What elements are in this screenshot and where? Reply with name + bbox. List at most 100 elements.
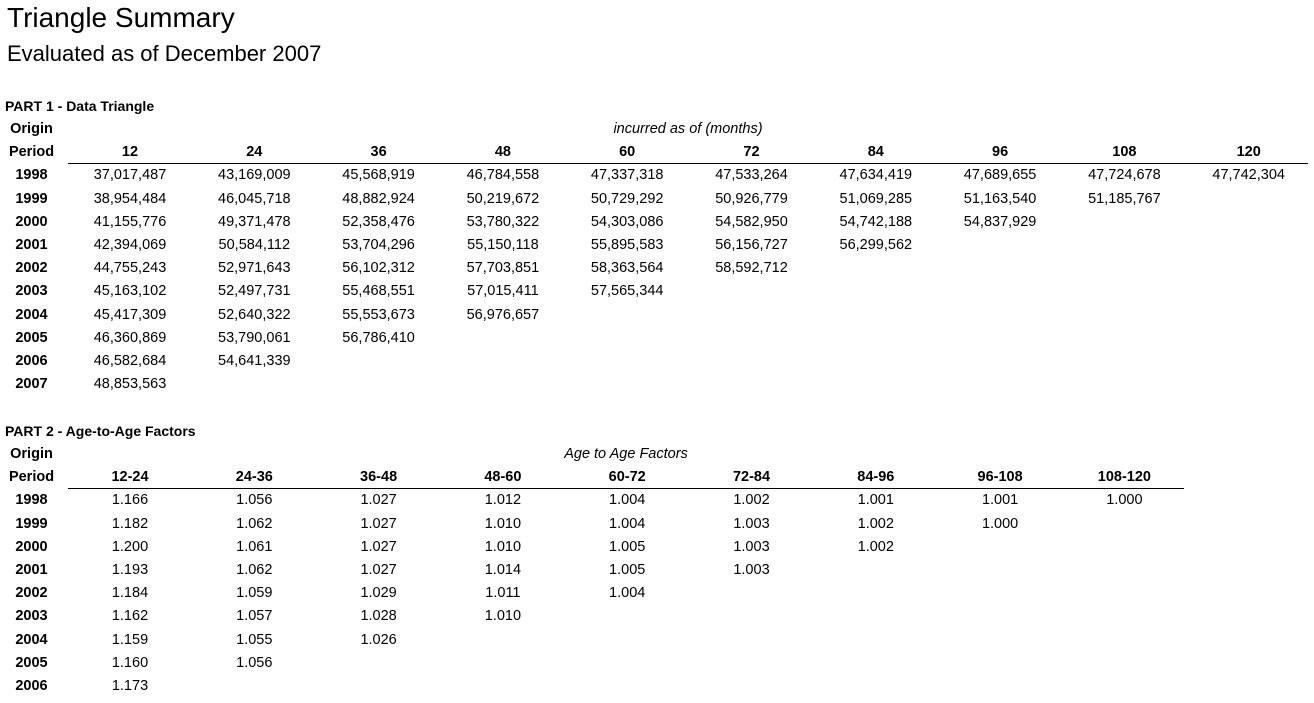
part1-cell: 43,169,009: [218, 167, 291, 184]
part1-cell: 52,358,476: [342, 213, 415, 230]
part1-cell: 54,837,929: [963, 213, 1037, 230]
part1-cell: 58,363,564: [590, 260, 664, 277]
part1-column-header: 36: [370, 144, 387, 161]
part1-cell: 46,784,558: [466, 167, 540, 184]
part2-row-period: 2003: [15, 608, 48, 625]
part2-row-period: 2000: [15, 538, 48, 555]
part1-cell: 46,045,718: [218, 190, 291, 207]
part1-cell: 52,971,643: [218, 260, 291, 277]
part2-cell: 1.000: [1106, 492, 1143, 509]
part2-cell: 1.200: [111, 538, 149, 555]
part1-cell: 45,568,919: [342, 167, 415, 184]
part1-cell: 57,703,851: [466, 260, 540, 277]
part1-cell: 55,553,673: [342, 306, 415, 323]
part1-cell: 49,371,478: [218, 213, 291, 230]
part2-origin-label: Origin: [10, 446, 53, 462]
part1-column-header: 72: [743, 144, 760, 161]
part2-cell: 1.162: [111, 608, 149, 625]
part1-cell: 51,163,540: [963, 190, 1037, 207]
part2-cell: 1.010: [484, 515, 522, 532]
page-subtitle: Evaluated as of December 2007: [7, 41, 322, 66]
part2-cell: 1.001: [857, 492, 894, 509]
part1-row-period: 2000: [15, 213, 48, 230]
part2-cell: 1.001: [981, 492, 1019, 509]
part2-row-period: 2004: [15, 631, 48, 648]
part1-cell: 47,337,318: [590, 167, 664, 184]
part2-caption: Age to Age Factors: [564, 446, 688, 462]
part1-cell: 51,069,285: [839, 190, 913, 207]
part1-cell: 47,634,419: [839, 167, 913, 184]
part1-cell: 55,468,551: [342, 283, 415, 300]
part1-cell: 48,882,924: [342, 190, 415, 207]
part2-cell: 1.062: [236, 515, 273, 532]
part2-cell: 1.056: [236, 654, 273, 671]
part2-cell: 1.027: [360, 492, 397, 509]
part1-column-header: 120: [1236, 144, 1261, 161]
part1-cell: 58,592,712: [715, 260, 788, 277]
part2-cell: 1.027: [360, 562, 397, 578]
part2-cell: 1.059: [236, 585, 273, 602]
part2-cell: 1.010: [484, 538, 522, 555]
part1-row-period: 2006: [15, 353, 48, 369]
part2-row-period: 2001: [15, 562, 48, 578]
part2-cell: 1.003: [733, 562, 770, 578]
part2-row-period: 1998: [15, 492, 48, 509]
part1-cell: 52,497,731: [218, 283, 291, 300]
part2-cell: 1.056: [236, 492, 273, 509]
part2-cell: 1.000: [981, 515, 1019, 532]
part2-cell: 1.004: [609, 585, 646, 602]
part1-cell: 54,742,188: [839, 213, 913, 230]
part1-row-period: 2001: [15, 237, 48, 253]
part2-cell: 1.014: [484, 562, 522, 578]
part2-cell: 1.028: [360, 608, 397, 625]
part2-column-header: 84-96: [857, 469, 895, 486]
part2-column-header: 96-108: [977, 469, 1023, 486]
part1-cell: 56,299,562: [839, 237, 913, 253]
part1-cell: 56,156,727: [715, 237, 788, 253]
part1-cell: 50,584,112: [218, 237, 291, 253]
part1-column-header: 48: [494, 144, 511, 161]
part1-period-label: Period: [8, 144, 55, 161]
part2-period-label: Period: [8, 469, 55, 486]
part2-cell: 1.005: [609, 562, 646, 578]
part2-cell: 1.004: [609, 492, 646, 509]
part2-column-header: 12-24: [111, 469, 149, 486]
part2-column-header: 36-48: [360, 469, 398, 486]
part1-cell: 56,976,657: [466, 306, 540, 323]
part1-cell: 55,150,118: [467, 237, 539, 253]
part1-row-period: 1998: [15, 167, 48, 184]
part1-cell: 56,786,410: [342, 329, 415, 346]
part1-cell: 37,017,487: [93, 167, 167, 184]
part1-cell: 47,742,304: [1212, 167, 1285, 184]
part1-column-header: 84: [867, 144, 884, 161]
part1-cell: 54,303,086: [590, 213, 664, 230]
part1-cell: 54,582,950: [715, 213, 788, 230]
part1-cell: 53,704,296: [342, 237, 415, 253]
part1-row-period: 2007: [15, 376, 48, 393]
part1-cell: 44,755,243: [93, 260, 167, 277]
part1-cell: 54,641,339: [218, 353, 291, 369]
part1-cell: 45,417,309: [93, 306, 167, 323]
part2-cell: 1.055: [236, 631, 273, 648]
part1-column-header: 12: [121, 144, 139, 161]
part1-cell: 38,954,484: [93, 190, 167, 207]
part1-cell: 55,895,583: [590, 237, 664, 253]
part2-cell: 1.027: [360, 538, 397, 555]
part2-cell: 1.166: [111, 492, 149, 509]
part2-cell: 1.005: [609, 538, 646, 555]
part1-cell: 50,219,672: [466, 190, 540, 207]
part1-cell: 51,185,767: [1088, 190, 1161, 207]
part2-row-period: 2006: [15, 678, 48, 694]
part1-cell: 46,582,684: [93, 353, 167, 369]
part2-cell: 1.184: [111, 585, 149, 602]
part2-cell: 1.010: [484, 608, 522, 625]
part2-cell: 1.026: [360, 631, 397, 648]
part1-cell: 57,015,411: [467, 283, 539, 300]
part2-cell: 1.061: [236, 538, 273, 555]
part1-cell: 47,724,678: [1088, 167, 1161, 184]
part2-heading: PART 2 - Age-to-Age Factors: [5, 423, 196, 439]
part2-header-rule: [68, 488, 1184, 490]
part1-cell: 47,533,264: [715, 167, 788, 184]
part1-cell: 52,640,322: [218, 306, 291, 323]
part2-cell: 1.002: [733, 492, 770, 509]
